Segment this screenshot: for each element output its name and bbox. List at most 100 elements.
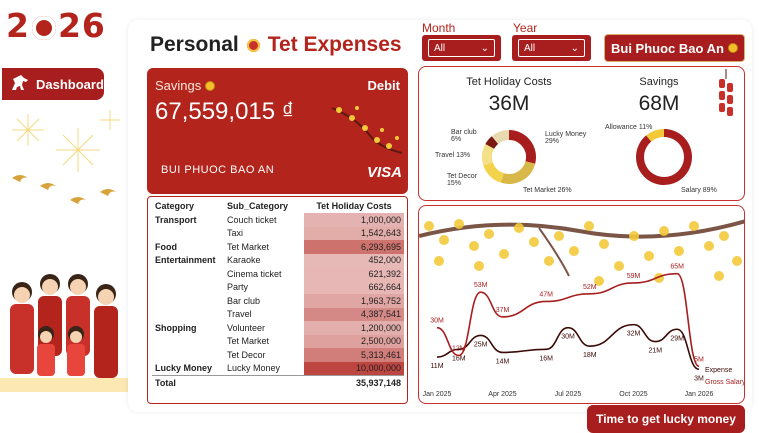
x-axis-tick-label: Apr 2025: [488, 391, 517, 398]
lucky-money-button[interactable]: Time to get lucky money: [587, 405, 745, 433]
category-cell: [152, 294, 224, 308]
cost-cell: 2,500,000: [304, 334, 404, 348]
costs-slice-travel[interactable]: [482, 143, 495, 166]
cost-cell: 662,664: [304, 280, 404, 294]
total-row: Total 35,937,148: [152, 374, 404, 391]
cost-cell: 6,293,695: [304, 240, 404, 254]
apricot-tree-decoration: [419, 219, 744, 286]
data-label: 47M: [539, 291, 553, 298]
data-label: 32M: [627, 331, 641, 338]
x-axis-tick-label: Jul 2025: [555, 391, 582, 398]
costs-slice-bar-club[interactable]: [485, 136, 499, 150]
table-row[interactable]: Shopping Volunteer 1,200,000: [152, 321, 404, 335]
line-chart-panel: 11M 16M 25M 14M 16M 30M 18M 32M 21M 29M 3M Expense 3…: [418, 205, 745, 404]
table-row[interactable]: Entertainment Karaoke 452,000: [152, 253, 404, 267]
costs-slice-other[interactable]: [491, 130, 510, 145]
data-label: 53M: [474, 282, 488, 289]
savings-slice-allowance[interactable]: [646, 129, 665, 142]
data-label: 25M: [474, 341, 488, 348]
year-slicer[interactable]: All ⌄: [512, 35, 591, 61]
subcategory-cell: Tet Market: [227, 336, 270, 347]
subcategory-cell: Couch ticket: [227, 214, 277, 225]
x-axis-tick-label: Jan 2026: [685, 391, 714, 398]
category-cell: Shopping: [155, 322, 197, 333]
dashboard-button[interactable]: Dashboard: [2, 68, 104, 100]
card-holder-name: BUI PHUOC BAO AN: [161, 164, 275, 176]
category-cell: Lucky Money: [155, 363, 213, 373]
savings-slice-salary[interactable]: [636, 129, 692, 185]
table-row[interactable]: Lucky Money Lucky Money 10,000,000: [152, 361, 404, 375]
x-axis-tick-label: Oct 2025: [619, 391, 648, 398]
user-name-button[interactable]: Bui Phuoc Bao An: [604, 34, 745, 62]
slice-label-allowance: Allowance 11%: [605, 124, 653, 131]
donut-charts: [482, 129, 692, 185]
kpi-donut-panel: Tet Holiday Costs 36M Savings 68M Lucky …: [418, 66, 745, 201]
costs-kpi-title: Tet Holiday Costs: [466, 76, 552, 88]
column-header-costs[interactable]: Tet Holiday Costs: [316, 201, 392, 211]
slice-label-travel: Travel 13%: [435, 152, 471, 159]
year-dropdown[interactable]: All ⌄: [518, 39, 585, 57]
category-cell: [152, 227, 224, 241]
month-filter-label: Month: [422, 21, 456, 35]
cost-cell: 1,963,752: [304, 294, 404, 308]
x-axis-tick-label: Jan 2025: [423, 391, 452, 398]
series-line-expense[interactable]: [436, 323, 700, 371]
firecracker-decoration: [719, 69, 733, 116]
cost-cell: 621,392: [304, 267, 404, 281]
dragon-icon: [31, 15, 56, 40]
table-row[interactable]: Travel 4,387,541: [152, 307, 404, 321]
category-cell: [152, 281, 224, 295]
category-cell: Transport: [155, 214, 197, 225]
data-label: 30M: [430, 318, 444, 325]
table-row[interactable]: Transport Couch ticket 1,000,000: [152, 213, 404, 227]
series-line-gross-salary[interactable]: [436, 272, 700, 368]
table-row[interactable]: Taxi 1,542,643: [152, 226, 404, 241]
data-label: 29M: [670, 335, 684, 342]
cost-cell: 10,000,000: [304, 361, 404, 375]
table-row[interactable]: Party 662,664: [152, 280, 404, 295]
coin-icon: [728, 43, 738, 53]
cost-cell: 1,200,000: [304, 321, 404, 335]
table-row[interactable]: Cinema ticket 621,392: [152, 267, 404, 281]
month-slicer[interactable]: All ⌄: [422, 35, 501, 61]
slice-label-bar-club: Bar club 6%: [451, 129, 477, 143]
savings-card: Savings Debit 67,559,015 ₫ BUI PHUOC BAO…: [147, 68, 408, 194]
table-row[interactable]: Food Tet Market 6,293,695: [152, 240, 404, 254]
savings-amount: 67,559,015 ₫: [155, 98, 295, 125]
family-illustration: [0, 274, 128, 392]
subcategory-cell: Tet Decor: [227, 349, 266, 360]
costs-slice-lucky-money[interactable]: [508, 130, 536, 164]
subcategory-cell: Karaoke: [227, 255, 261, 266]
data-label: 3M: [694, 375, 704, 382]
subcategory-cell: Travel: [227, 309, 252, 320]
table-row[interactable]: Bar club 1,963,752: [152, 294, 404, 308]
category-cell: [152, 348, 224, 362]
cost-cell: 452,000: [304, 253, 404, 267]
page-title: Personal Tet Expenses: [150, 33, 402, 56]
visa-logo: VISA: [366, 164, 402, 181]
legend-gross-salary: Gross Salary: [705, 379, 745, 386]
data-label: 59M: [627, 273, 641, 280]
data-label: 16M: [539, 355, 553, 362]
slice-label-tet-decor: Tet Decor 15%: [447, 173, 477, 187]
data-label: 14M: [496, 358, 510, 365]
month-dropdown[interactable]: All ⌄: [428, 39, 495, 57]
data-label: 37M: [496, 307, 510, 314]
column-header-category[interactable]: Category: [155, 201, 195, 211]
chevron-down-icon: ⌄: [570, 42, 579, 54]
costs-slice-tet-market[interactable]: [500, 160, 536, 184]
cost-cell: 4,387,541: [304, 307, 404, 321]
table-row[interactable]: Tet Decor 5,313,461: [152, 348, 404, 362]
fireworks-decoration: [12, 110, 120, 204]
category-cell: Entertainment: [155, 255, 216, 266]
table-row[interactable]: Tet Market 2,500,000: [152, 334, 404, 348]
column-header-subcategory[interactable]: Sub_Category: [227, 201, 289, 211]
year-filter-label: Year: [513, 21, 538, 35]
subcategory-cell: Lucky Money: [227, 363, 281, 373]
category-cell: [152, 267, 224, 281]
savings-kpi-value: 68M: [638, 92, 680, 115]
costs-slice-tet-decor[interactable]: [483, 161, 505, 183]
data-label: 5M: [694, 356, 704, 363]
horse-icon: [10, 74, 30, 95]
total-value: 35,937,148: [304, 374, 404, 391]
